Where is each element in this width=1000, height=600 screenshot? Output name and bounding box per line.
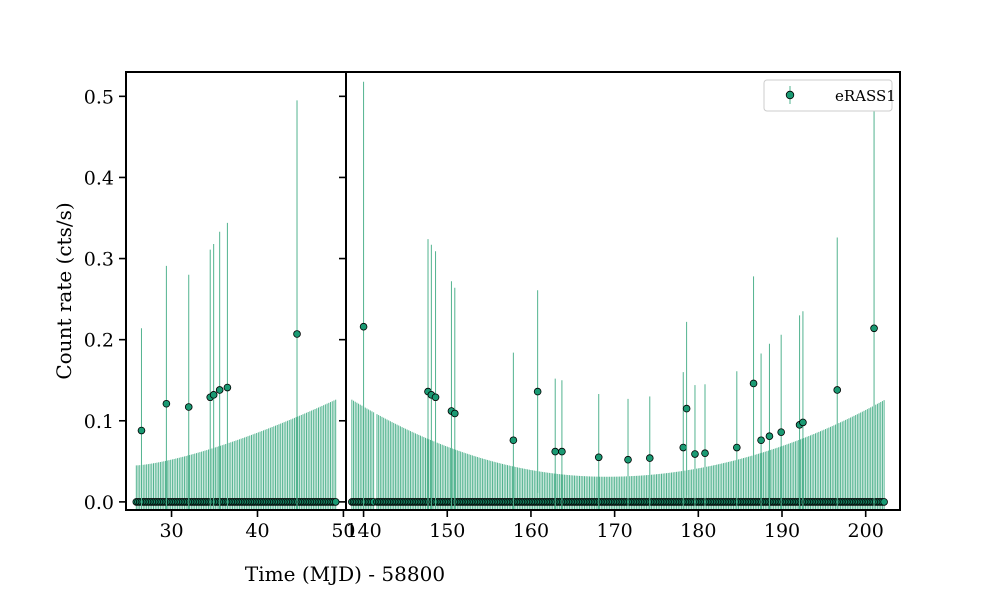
data-point-16-marker xyxy=(701,449,709,458)
data-point-6-marker xyxy=(223,383,232,392)
left-panel-axes: 30 40 50 0.0 0.1 0.2 0.3 0.4 0.5 xyxy=(84,86,356,542)
x-tick-label-5: 190 xyxy=(764,520,800,542)
x-tick-label-1: 150 xyxy=(429,520,465,542)
y-tick-label-0: 0.0 xyxy=(84,492,114,514)
data-point-25-marker xyxy=(870,324,878,333)
y-tick-label-4: 0.4 xyxy=(84,167,114,189)
right-panel-axes: 140 150 160 170 180 190 200 xyxy=(339,95,884,542)
right-panel-frame xyxy=(345,71,901,511)
data-point-18-marker xyxy=(749,379,758,388)
data-point-9-marker xyxy=(558,447,566,456)
data-point-0-marker xyxy=(137,426,146,435)
data-point-23-marker xyxy=(799,418,807,427)
x-tick-label-6: 200 xyxy=(848,520,884,542)
left-panel: 30 40 50 0.0 0.1 0.2 0.3 0.4 0.5 xyxy=(84,71,356,542)
right-panel-data xyxy=(348,81,888,510)
data-point-6-marker xyxy=(509,436,518,445)
y-tick-label-5: 0.5 xyxy=(84,86,114,108)
data-point-2-marker xyxy=(184,403,193,411)
x-tick-label-4: 180 xyxy=(680,520,716,542)
right-panel: 140 150 160 170 180 190 200 xyxy=(339,71,901,542)
x-tick-label-2: 50 xyxy=(331,520,355,542)
x-tick-label-0: 140 xyxy=(345,520,381,542)
data-point-10-marker xyxy=(594,453,603,462)
data-point-11-marker xyxy=(624,455,632,464)
y-tick-label-3: 0.3 xyxy=(84,249,114,271)
x-tick-label-3: 170 xyxy=(596,520,632,542)
data-point-19-marker xyxy=(757,436,765,445)
data-point-12-marker xyxy=(645,454,654,462)
zero-bin-317-marker xyxy=(880,498,888,506)
data-point-4-marker xyxy=(209,391,218,399)
data-point-17-marker xyxy=(733,443,741,452)
zero-bin-116-marker xyxy=(331,498,340,506)
data-point-14-marker xyxy=(682,404,691,413)
x-tick-label-2: 160 xyxy=(513,520,549,542)
legend-label: eRASS1 xyxy=(835,87,896,105)
data-point-7-marker xyxy=(293,330,301,338)
y-tick-label-1: 0.1 xyxy=(84,411,114,433)
legend-box xyxy=(763,79,893,112)
data-point-7-marker xyxy=(533,387,542,396)
data-point-1-marker xyxy=(162,399,171,408)
legend-marker xyxy=(785,90,795,100)
data-point-24-marker xyxy=(833,386,842,394)
data-point-5-marker xyxy=(450,409,459,418)
data-point-21-marker xyxy=(777,428,785,436)
data-point-15-marker xyxy=(691,450,699,458)
y-tick-label-2: 0.2 xyxy=(84,330,114,352)
y-axis-title: Count rate (cts/s) xyxy=(52,202,76,379)
x-tick-label-1: 40 xyxy=(245,520,269,542)
legend: eRASS1 xyxy=(763,79,896,112)
data-point-20-marker xyxy=(765,432,774,440)
data-point-3-marker xyxy=(431,393,440,402)
data-point-13-marker xyxy=(679,443,688,452)
x-axis-title: Time (MJD) - 58800 xyxy=(245,562,445,586)
data-point-8-marker xyxy=(551,447,560,456)
x-tick-label-0: 30 xyxy=(159,520,183,542)
data-point-5-marker xyxy=(215,386,224,394)
left-panel-data xyxy=(132,100,340,510)
data-point-0-marker xyxy=(359,322,368,331)
